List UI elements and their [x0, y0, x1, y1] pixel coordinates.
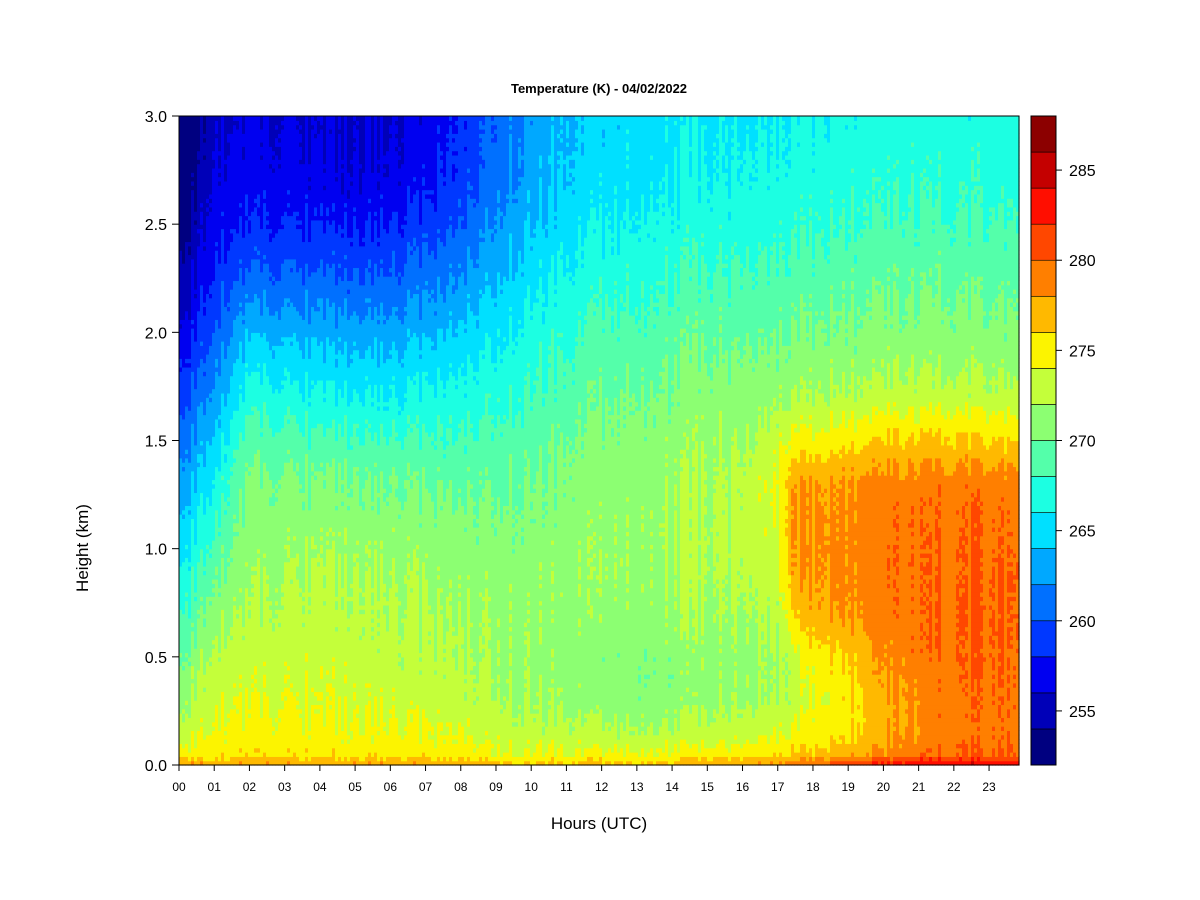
heatmap-plot-area: [179, 116, 1020, 766]
chart-title: Temperature (K) - 04/02/2022: [511, 81, 687, 96]
